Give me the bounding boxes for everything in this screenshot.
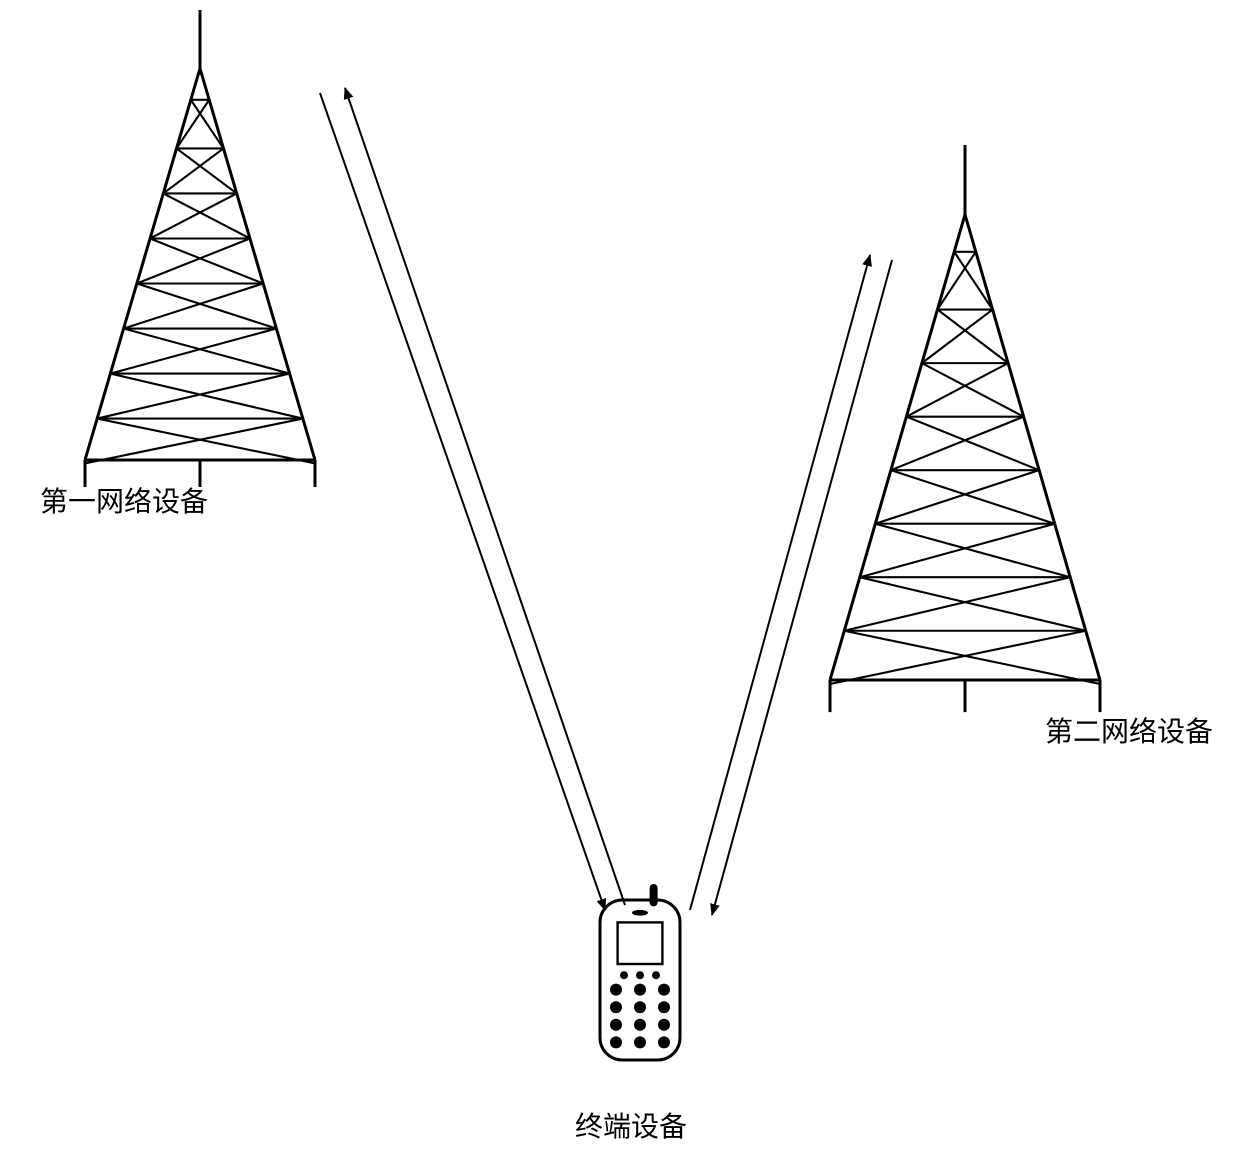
tower-right-icon <box>829 145 1101 712</box>
label-first-network-device: 第一网络设备 <box>40 480 208 520</box>
signal-arrows <box>320 88 892 915</box>
phone-icon <box>600 884 680 1060</box>
label-terminal-device: 终端设备 <box>575 1105 687 1145</box>
tower-left-icon <box>84 10 316 487</box>
label-second-network-device: 第二网络设备 <box>1045 710 1213 750</box>
